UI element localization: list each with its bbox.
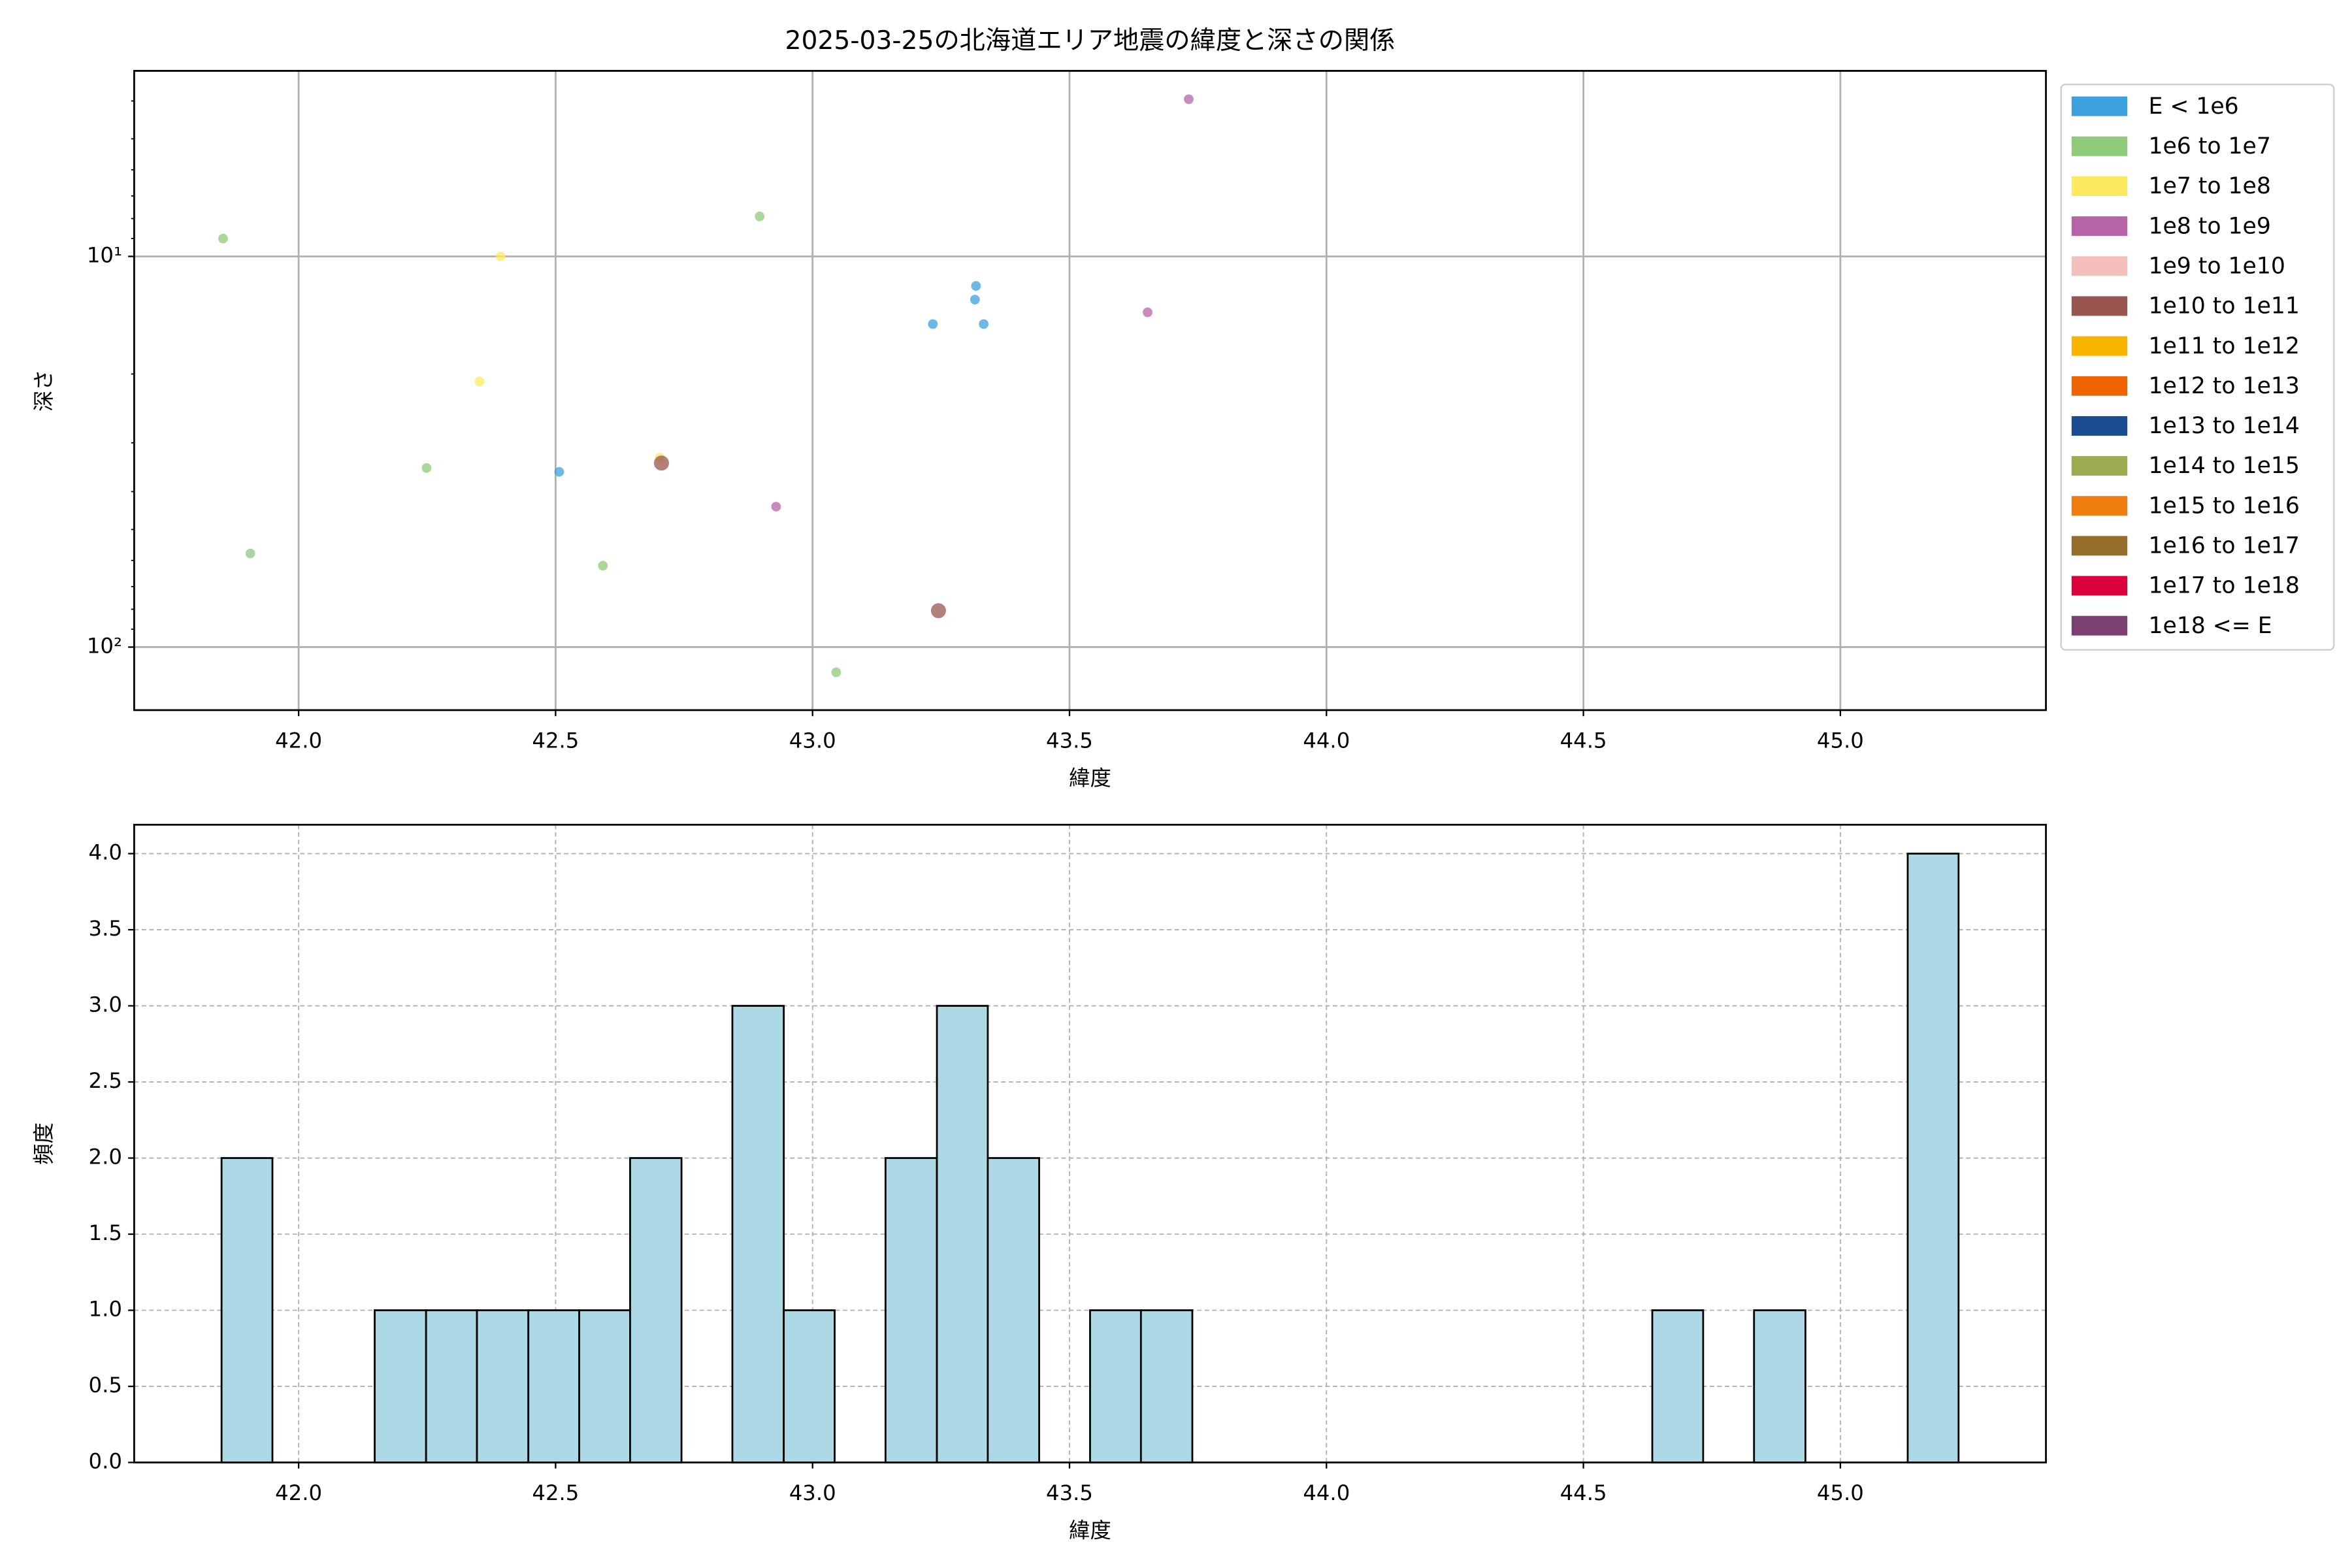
point xyxy=(930,603,946,619)
x-tick-label: 43.5 xyxy=(1046,1480,1093,1505)
point xyxy=(979,319,989,329)
bar xyxy=(1651,1309,1705,1463)
legend-swatch xyxy=(2071,256,2128,276)
y-axis-label: 深さ xyxy=(31,369,56,412)
legend-label: 1e7 to 1e8 xyxy=(2148,173,2270,199)
legend-label: 1e15 to 1e16 xyxy=(2148,493,2299,519)
x-tick-label: 44.5 xyxy=(1560,728,1607,753)
legend-label: 1e10 to 1e11 xyxy=(2148,293,2299,319)
y-tick-label: 10² xyxy=(87,633,122,658)
x-tick-label: 42.0 xyxy=(275,728,322,753)
y-tick-label: 1.0 xyxy=(89,1296,122,1321)
chart-title: 2025-03-25の北海道エリア地震の緯度と深さの関係 xyxy=(785,26,1396,56)
bar xyxy=(885,1157,938,1463)
x-axis-label: 緯度 xyxy=(1069,1518,1111,1543)
y-tick-label: 10¹ xyxy=(87,242,122,267)
bar xyxy=(1753,1309,1806,1463)
bar xyxy=(476,1309,530,1463)
legend-swatch xyxy=(2071,416,2128,436)
x-tick-label: 43.0 xyxy=(789,1480,836,1505)
point xyxy=(653,455,669,471)
point xyxy=(1143,307,1152,318)
legend-swatch xyxy=(2071,536,2128,556)
legend-swatch xyxy=(2071,136,2128,156)
y-tick-label: 3.5 xyxy=(89,916,122,941)
legend-label: 1e13 to 1e14 xyxy=(2148,413,2299,439)
legend-swatch xyxy=(2071,336,2128,356)
legend-label: 1e14 to 1e15 xyxy=(2148,453,2299,479)
legend-label: 1e11 to 1e12 xyxy=(2148,333,2299,359)
bar xyxy=(987,1157,1040,1463)
legend-swatch xyxy=(2071,576,2128,596)
bar xyxy=(783,1309,836,1463)
bar xyxy=(1906,853,1960,1463)
x-tick-label: 42.5 xyxy=(532,1480,579,1505)
bar xyxy=(629,1157,683,1463)
point xyxy=(474,376,485,387)
bar xyxy=(936,1005,989,1463)
legend-swatch xyxy=(2071,376,2128,396)
y-tick-label: 0.5 xyxy=(89,1373,122,1397)
point xyxy=(771,502,781,512)
bar xyxy=(1139,1309,1194,1463)
bar xyxy=(425,1309,478,1463)
y-tick-label: 0.0 xyxy=(89,1448,122,1473)
point xyxy=(421,463,432,473)
point xyxy=(598,561,608,571)
bar xyxy=(1089,1309,1142,1463)
bar xyxy=(374,1309,427,1463)
point xyxy=(1184,94,1194,105)
legend-label: 1e16 to 1e17 xyxy=(2148,533,2299,559)
legend-label: 1e12 to 1e13 xyxy=(2148,373,2299,399)
bar xyxy=(578,1309,631,1463)
point xyxy=(245,548,255,559)
x-tick-label: 42.0 xyxy=(275,1480,322,1505)
y-tick-label: 3.0 xyxy=(89,992,122,1017)
legend-swatch xyxy=(2071,216,2128,237)
bar xyxy=(527,1309,580,1463)
x-tick-label: 43.0 xyxy=(789,728,836,753)
legend-swatch xyxy=(2071,176,2128,196)
x-tick-label: 44.5 xyxy=(1560,1480,1607,1505)
legend-label: 1e8 to 1e9 xyxy=(2148,213,2270,239)
legend-swatch xyxy=(2071,496,2128,516)
plot-frame xyxy=(133,70,2047,711)
x-tick-label: 44.0 xyxy=(1303,1480,1350,1505)
point xyxy=(218,233,228,244)
legend-label: E < 1e6 xyxy=(2148,93,2238,120)
legend-label: 1e6 to 1e7 xyxy=(2148,133,2270,159)
y-tick-label: 4.0 xyxy=(89,840,122,865)
point xyxy=(495,252,506,261)
point xyxy=(755,211,765,221)
y-tick-label: 2.5 xyxy=(89,1068,122,1093)
legend-swatch xyxy=(2071,456,2128,476)
legend-label: 1e17 to 1e18 xyxy=(2148,573,2299,599)
x-tick-label: 43.5 xyxy=(1046,728,1093,753)
legend-label: 1e18 <= E xyxy=(2148,613,2272,639)
point xyxy=(971,281,981,291)
point xyxy=(970,295,980,304)
y-axis-label: 頻度 xyxy=(31,1122,56,1165)
plot-frame xyxy=(133,823,2047,1463)
point xyxy=(554,466,564,477)
legend-swatch xyxy=(2071,296,2128,316)
point xyxy=(928,319,938,329)
x-tick-label: 42.5 xyxy=(532,728,579,753)
bar xyxy=(731,1005,785,1463)
legend-label: 1e9 to 1e10 xyxy=(2148,253,2285,279)
x-tick-label: 45.0 xyxy=(1817,1480,1864,1505)
legend-swatch xyxy=(2071,96,2128,116)
x-tick-label: 44.0 xyxy=(1303,728,1350,753)
legend-swatch xyxy=(2071,615,2128,636)
x-tick-label: 45.0 xyxy=(1817,728,1864,753)
point xyxy=(831,667,841,678)
y-tick-label: 1.5 xyxy=(89,1220,122,1245)
y-tick-label: 2.0 xyxy=(89,1145,122,1169)
x-axis-label: 緯度 xyxy=(1069,766,1111,791)
bar xyxy=(220,1157,274,1463)
legend-frame xyxy=(2060,84,2335,651)
